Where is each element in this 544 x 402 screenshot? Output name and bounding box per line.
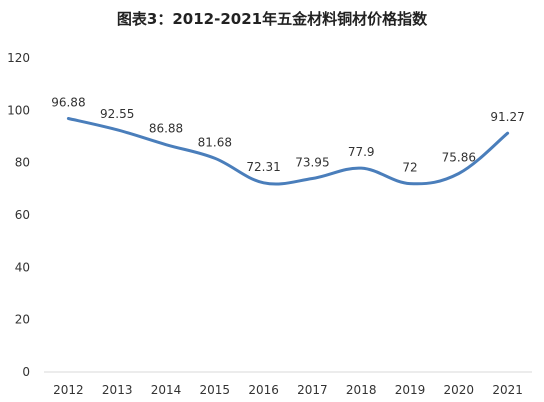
- y-tick-label: 40: [15, 260, 30, 274]
- y-tick-label: 0: [22, 365, 30, 379]
- y-tick-label: 20: [15, 313, 30, 327]
- x-tick-label: 2018: [346, 383, 377, 397]
- x-tick-label: 2012: [53, 383, 84, 397]
- data-label: 92.55: [100, 107, 134, 121]
- data-label: 86.88: [149, 122, 183, 136]
- y-tick-label: 120: [7, 51, 30, 65]
- x-tick-label: 2013: [102, 383, 133, 397]
- data-label: 72: [402, 161, 417, 175]
- y-tick-label: 100: [7, 103, 30, 117]
- data-label: 72.31: [246, 160, 280, 174]
- y-tick-label: 80: [15, 156, 30, 170]
- data-labels: 96.88 92.55 86.88 81.68 72.31 73.95 77.9 72 75.8…: [51, 95, 525, 174]
- data-label: 75.86: [442, 150, 476, 164]
- x-tick-label: 2021: [492, 383, 523, 397]
- data-label: 96.88: [51, 95, 85, 109]
- data-label: 77.9: [348, 145, 375, 159]
- x-axis: 2012 2013 2014 2015 2016 2017 2018 2019 2020 2021: [53, 383, 523, 397]
- x-tick-label: 2019: [395, 383, 426, 397]
- y-tick-label: 60: [15, 208, 30, 222]
- series-line: [66, 117, 510, 186]
- data-label: 81.68: [198, 135, 232, 149]
- chart-title: 图表3：2012-2021年五金材料铜材价格指数: [117, 10, 428, 28]
- y-axis: 0 20 40 60 80 100 120: [7, 51, 30, 379]
- x-tick-label: 2014: [151, 383, 182, 397]
- x-tick-label: 2015: [200, 383, 231, 397]
- x-tick-label: 2016: [248, 383, 279, 397]
- x-tick-label: 2017: [297, 383, 328, 397]
- x-tick-label: 2020: [444, 383, 475, 397]
- data-label: 73.95: [295, 155, 329, 169]
- data-label: 91.27: [490, 110, 524, 124]
